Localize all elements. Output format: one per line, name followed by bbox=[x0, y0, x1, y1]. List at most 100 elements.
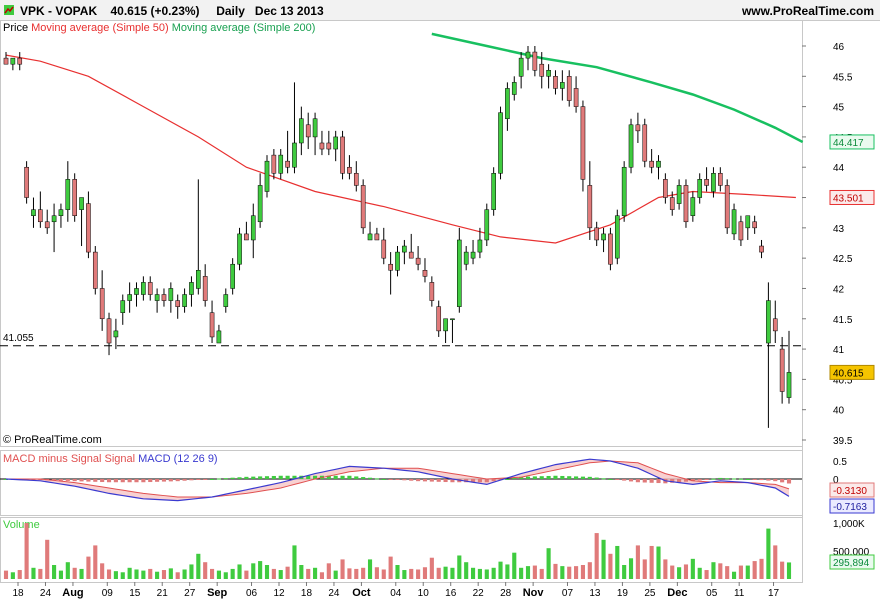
macd-hist-bar bbox=[649, 479, 654, 483]
volume-bar bbox=[381, 569, 386, 579]
ma200-line bbox=[431, 32, 804, 144]
macd-hist-bar bbox=[52, 479, 57, 481]
candle-body bbox=[161, 294, 167, 301]
candle-body bbox=[573, 88, 579, 107]
volume-bar bbox=[223, 572, 228, 579]
macd-hist-bar bbox=[429, 479, 434, 482]
volume-bar bbox=[594, 533, 599, 579]
x-tick-label: 18 bbox=[301, 588, 313, 599]
candle-body bbox=[704, 179, 709, 186]
macd-hist-bar bbox=[340, 475, 345, 479]
volume-bar bbox=[244, 570, 249, 579]
prorealtime-logo-icon bbox=[4, 5, 14, 15]
macd-hist-bar bbox=[306, 475, 311, 479]
volume-bar bbox=[374, 567, 379, 579]
volume-bar bbox=[17, 570, 22, 579]
macd-hist-bar bbox=[532, 476, 537, 479]
macd-tick-label: 0.5 bbox=[833, 457, 847, 468]
volume-bar bbox=[601, 539, 606, 579]
volume-bar bbox=[209, 568, 215, 579]
legend-price: Price bbox=[3, 22, 29, 34]
instrument-price: 40.615 (+0.23%) bbox=[110, 4, 200, 18]
candle-body bbox=[642, 124, 648, 162]
macd-line bbox=[5, 458, 790, 502]
candle-body bbox=[353, 173, 359, 186]
x-tick-label: Oct bbox=[352, 587, 371, 599]
candle-body bbox=[511, 82, 517, 95]
macd-hist-bar bbox=[725, 478, 730, 480]
x-tick-label: 06 bbox=[246, 588, 258, 599]
macd-hist-bar bbox=[155, 479, 160, 482]
candle-body bbox=[17, 57, 23, 65]
x-tick-label: 25 bbox=[644, 588, 656, 599]
volume-bar bbox=[519, 567, 524, 579]
volume-bar bbox=[347, 568, 352, 579]
volume-bar bbox=[532, 565, 537, 579]
candle-body bbox=[484, 209, 490, 241]
volume-bar bbox=[470, 567, 476, 579]
macd-hist-bar bbox=[251, 476, 256, 479]
volume-bar bbox=[361, 567, 366, 579]
volume-bar bbox=[697, 567, 702, 579]
volume-bar bbox=[622, 565, 627, 579]
macd-hist-bar bbox=[450, 479, 455, 483]
volume-bar bbox=[560, 566, 565, 579]
macd-hist-bar bbox=[65, 479, 70, 481]
volume-bar bbox=[628, 558, 634, 579]
volume-bar bbox=[525, 566, 531, 579]
candle-body bbox=[223, 294, 229, 307]
candle-body bbox=[635, 124, 641, 132]
macd-hist-bar bbox=[395, 479, 400, 480]
x-tick-label: 09 bbox=[102, 588, 114, 599]
candle-body bbox=[649, 160, 654, 168]
volume-bar bbox=[319, 572, 325, 579]
macd-hist-bar bbox=[416, 479, 421, 482]
candle-body bbox=[216, 330, 222, 344]
candle-body bbox=[120, 300, 126, 313]
macd-hist-bar bbox=[161, 479, 167, 482]
macd-hist-bar bbox=[271, 475, 276, 479]
volume-bar bbox=[230, 568, 235, 579]
chart-header: VPK - VOPAK 40.615 (+0.23%) Daily Dec 13… bbox=[0, 0, 880, 21]
macd-hist-bar bbox=[347, 475, 352, 479]
x-tick-label: 22 bbox=[473, 588, 485, 599]
volume-legend: Volume bbox=[3, 519, 40, 531]
svg-text:40.615: 40.615 bbox=[833, 368, 864, 379]
macd-hist-bar bbox=[409, 479, 414, 481]
site-url[interactable]: www.ProRealTime.com bbox=[741, 4, 874, 18]
x-tick-label: 05 bbox=[706, 588, 718, 599]
volume-bar bbox=[52, 565, 57, 579]
x-tick-label: 13 bbox=[589, 588, 601, 599]
x-tick-label: 12 bbox=[273, 588, 285, 599]
macd-hist-bar bbox=[148, 479, 153, 483]
svg-text:44.417: 44.417 bbox=[833, 138, 864, 149]
volume-bar bbox=[670, 565, 675, 579]
volume-bar bbox=[683, 564, 689, 579]
volume-bar bbox=[429, 557, 434, 579]
svg-text:295,894: 295,894 bbox=[833, 558, 870, 569]
macd-hist-bar bbox=[560, 475, 565, 479]
x-tick-label: 04 bbox=[390, 588, 402, 599]
volume-bar bbox=[285, 566, 290, 579]
candle-body bbox=[141, 282, 146, 295]
macd-hist-value-box: -0.3130 bbox=[829, 482, 875, 498]
macd-hist-bar bbox=[264, 476, 270, 479]
price-legend: Price Moving average (Simple 50) Moving … bbox=[3, 22, 315, 34]
macd-hist-bar bbox=[567, 476, 572, 479]
legend-macd-line: MACD (12 26 9) bbox=[138, 453, 218, 465]
svg-text:43.501: 43.501 bbox=[833, 193, 864, 204]
candle-body bbox=[443, 318, 448, 332]
volume-bar bbox=[134, 569, 139, 579]
volume-bar bbox=[313, 567, 318, 579]
candle-body bbox=[278, 154, 284, 174]
candle-body bbox=[587, 185, 593, 229]
candle-body bbox=[532, 51, 538, 71]
x-tick-label: Nov bbox=[523, 587, 545, 599]
volume-bar bbox=[86, 556, 91, 579]
candle-body bbox=[470, 251, 476, 259]
volume-bar bbox=[38, 568, 43, 579]
candle-body bbox=[621, 166, 627, 216]
legend-macd-signal: Signal bbox=[104, 453, 136, 465]
volume-bar bbox=[79, 568, 84, 579]
